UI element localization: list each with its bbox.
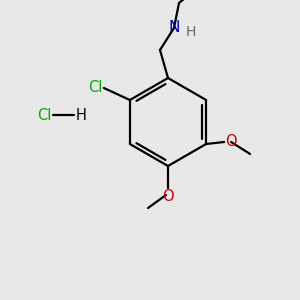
Text: Cl: Cl [88,80,103,94]
Text: H: H [186,25,196,39]
Text: O: O [225,134,237,149]
Text: Cl: Cl [38,107,52,122]
Text: O: O [162,189,174,204]
Text: H: H [76,107,87,122]
Text: N: N [168,20,180,35]
